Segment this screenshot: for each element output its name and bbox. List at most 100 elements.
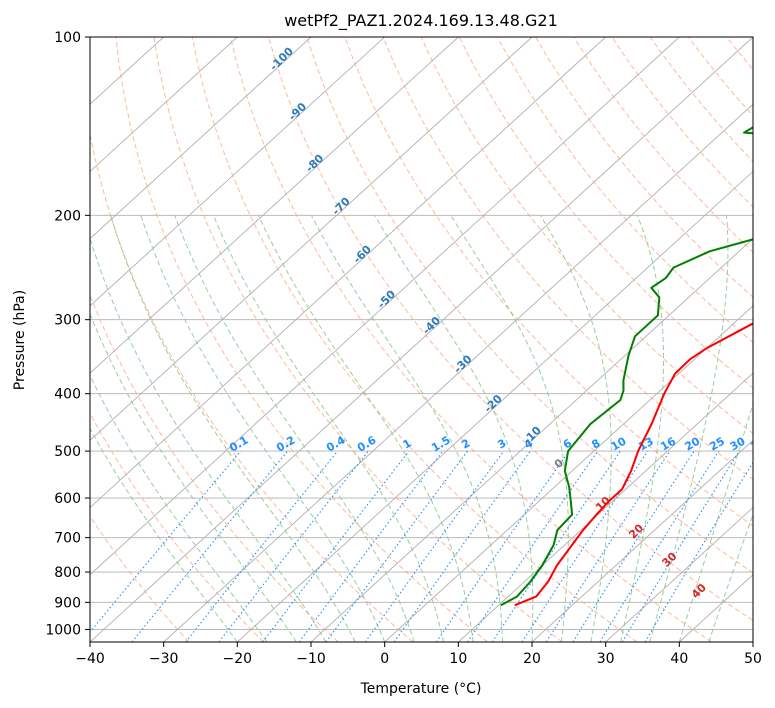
x-tick-label: 30 xyxy=(597,651,615,667)
isotherm-line xyxy=(237,170,753,642)
moist-adiabat-line xyxy=(110,215,356,642)
mixing-ratio-line xyxy=(90,450,242,633)
isotherm-label: -90 xyxy=(286,100,309,123)
dry-adiabat-line xyxy=(191,37,638,642)
x-tick-label: −30 xyxy=(149,651,179,667)
isotherm-label: -20 xyxy=(482,392,505,415)
y-tick-label: 900 xyxy=(54,595,81,611)
mixing-ratio-line xyxy=(218,450,369,642)
moist-adiabat-label: 20 xyxy=(626,521,646,541)
y-tick-label: 100 xyxy=(54,30,81,46)
mixing-ratio-line xyxy=(521,450,649,642)
moist-adiabat-line xyxy=(678,401,753,642)
x-tick-label: 20 xyxy=(523,651,541,667)
dewpoint-series-line xyxy=(500,126,753,607)
isotherm-label: -40 xyxy=(420,314,443,337)
dry-adiabat-line xyxy=(535,37,753,298)
isotherm-label: -60 xyxy=(351,242,374,265)
mixing-ratio-label: 6 xyxy=(561,436,574,451)
mixing-ratio-line xyxy=(393,450,531,642)
mixing-ratio-label: 3 xyxy=(495,437,508,452)
isotherm-line xyxy=(90,37,238,173)
moist-adiabat-line xyxy=(310,215,503,642)
x-tick-label: 0 xyxy=(380,651,389,667)
x-tick-label: −40 xyxy=(75,651,105,667)
isotherm-line xyxy=(384,305,753,642)
isotherm-line xyxy=(531,439,753,642)
moist-adiabat-line xyxy=(649,215,729,642)
isotherm-line xyxy=(90,37,533,441)
dry-adiabat-line xyxy=(306,37,753,574)
y-tick-label: 500 xyxy=(54,444,81,460)
plot-area: 0.1 0.2 0.4 0.6 1 1.5 2 3 4 6 8 10 13 16 20 25 30 36-100-… xyxy=(90,37,775,642)
temperature-series-line xyxy=(514,322,753,607)
moist-adiabat-line xyxy=(140,215,386,642)
y-tick-label: 300 xyxy=(54,313,81,329)
dry-adiabat-line xyxy=(765,37,775,642)
moist-adiabat-line xyxy=(174,215,415,642)
mixing-ratio-label: 2 xyxy=(459,437,472,452)
isotherm-line xyxy=(90,37,753,642)
y-tick-label: 200 xyxy=(54,208,81,224)
moist-adiabat-line xyxy=(90,236,327,642)
isotherm-label: -80 xyxy=(303,152,326,175)
x-tick-label: 10 xyxy=(449,651,467,667)
mixing-ratio-line xyxy=(131,450,289,642)
mixing-ratio-line xyxy=(467,450,599,642)
moist-adiabat-line xyxy=(257,215,474,642)
isotherm-label: -50 xyxy=(375,288,398,311)
mixing-ratio-line xyxy=(325,450,468,642)
y-tick-label: 1000 xyxy=(45,622,81,638)
isotherm-line xyxy=(605,506,753,642)
dry-adiabat-line xyxy=(420,37,753,435)
y-tick-label: 600 xyxy=(54,491,81,507)
moist-adiabat-line xyxy=(619,215,664,642)
mixing-ratio-line xyxy=(298,450,444,642)
dry-adiabat-line xyxy=(573,37,753,253)
moist-adiabat-line xyxy=(213,215,445,642)
x-tick-label: −20 xyxy=(223,651,253,667)
dry-adiabat-line xyxy=(229,37,712,642)
dry-adiabat-line xyxy=(115,37,488,642)
x-tick-label: −10 xyxy=(296,651,326,667)
moist-adiabat-line xyxy=(90,312,297,642)
mixing-ratio-line xyxy=(262,450,410,642)
dry-adiabat-line xyxy=(268,37,753,622)
mixing-ratio-line xyxy=(491,450,621,642)
mixing-ratio-line xyxy=(572,450,695,642)
isotherm-line xyxy=(90,37,606,509)
dry-adiabat-line xyxy=(496,37,753,344)
moist-adiabat-label: 40 xyxy=(689,581,709,601)
x-axis-label: Temperature (°C) xyxy=(360,681,482,697)
mixing-ratio-label: 8 xyxy=(589,437,602,452)
dry-adiabat-line xyxy=(687,37,753,117)
isotherm-label: -30 xyxy=(451,352,474,375)
isotherm-line xyxy=(90,37,459,374)
mixing-ratio-line xyxy=(185,450,339,642)
isotherm-line xyxy=(90,37,385,307)
dry-adiabat-line xyxy=(344,37,753,527)
mixing-ratio-line xyxy=(621,450,740,642)
moist-adiabat-line xyxy=(708,513,753,642)
moist-adiabat-line xyxy=(90,427,238,642)
isotherm-line xyxy=(163,103,753,642)
moist-adiabat-line xyxy=(374,215,534,642)
dry-adiabat-line xyxy=(90,412,264,642)
isotherm-line xyxy=(90,37,312,240)
dry-adiabat-line xyxy=(382,37,753,481)
mixing-ratio-line xyxy=(435,450,570,642)
mixing-ratio-line xyxy=(364,450,505,642)
mixing-ratio-line xyxy=(599,450,720,642)
dry-adiabat-line xyxy=(90,131,414,642)
isotherm-line xyxy=(458,372,753,642)
mixing-ratio-line xyxy=(545,450,671,642)
moist-adiabat-line xyxy=(539,215,612,642)
isotherm-line xyxy=(90,37,680,576)
dry-adiabat-line xyxy=(153,37,563,642)
axes: −40 −30 −20 −10 0 10 20 30 40 50 100 200 300 400 500 60… xyxy=(45,30,762,667)
plot-frame xyxy=(89,36,754,643)
y-tick-label: 800 xyxy=(54,565,81,581)
y-tick-label: 700 xyxy=(54,531,81,547)
x-tick-label: 50 xyxy=(744,651,762,667)
